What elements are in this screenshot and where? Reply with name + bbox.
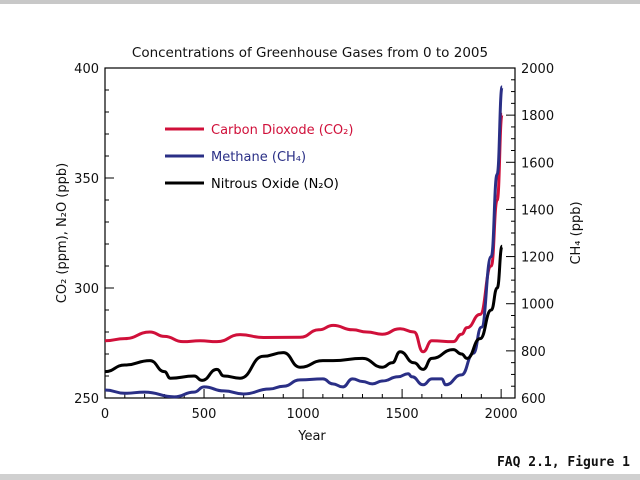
co2-line [104, 112, 504, 354]
bottom-watermark-strip [0, 474, 640, 480]
x-tick-label: 2000 [485, 407, 518, 422]
left-y-tick-label: 300 [74, 282, 99, 297]
right-y-tick-label: 1600 [521, 156, 554, 171]
left-y-tick-label: 350 [74, 172, 99, 187]
legend-label-n2o: Nitrous Oxide (N₂O) [211, 177, 339, 192]
right-y-tick-label: 2000 [521, 62, 554, 77]
left-y-tick-label: 400 [74, 62, 99, 77]
ch4-line [104, 85, 504, 399]
left-y-axis-label: CO₂ (ppm), N₂O (ppb) [55, 163, 70, 303]
left-y-tick-label: 250 [74, 392, 99, 407]
legend-label-co2: Carbon Dioxode (CO₂) [211, 123, 353, 138]
figure-caption: FAQ 2.1, Figure 1 [496, 455, 630, 470]
right-y-tick-label: 1400 [521, 203, 554, 218]
right-y-tick-label: 800 [521, 345, 546, 360]
x-axis: 0 500 1000 1500 2000 [101, 389, 518, 422]
x-axis-label: Year [297, 429, 326, 444]
right-y-tick-label: 1200 [521, 251, 554, 266]
right-y-axis-label: CH₄ (ppb) [569, 201, 584, 264]
left-y-axis: 250 300 350 400 [74, 62, 114, 407]
chart-title: Concentrations of Greenhouse Gases from … [132, 45, 488, 61]
right-y-tick-label: 600 [521, 392, 546, 407]
n2o-line [104, 244, 504, 382]
legend: Carbon Dioxode (CO₂) Methane (CH₄) Nitro… [165, 123, 353, 192]
series-group [104, 85, 504, 399]
x-tick-label: 500 [192, 407, 217, 422]
right-y-tick-label: 1000 [521, 298, 554, 313]
top-border-strip [0, 0, 640, 4]
right-y-axis: 600 800 1000 1200 1400 1600 1800 2000 [506, 62, 554, 407]
right-y-tick-label: 1800 [521, 109, 554, 124]
x-tick-label: 1000 [287, 407, 320, 422]
legend-label-ch4: Methane (CH₄) [211, 150, 306, 165]
x-tick-label: 0 [101, 407, 109, 422]
x-tick-label: 1500 [386, 407, 419, 422]
